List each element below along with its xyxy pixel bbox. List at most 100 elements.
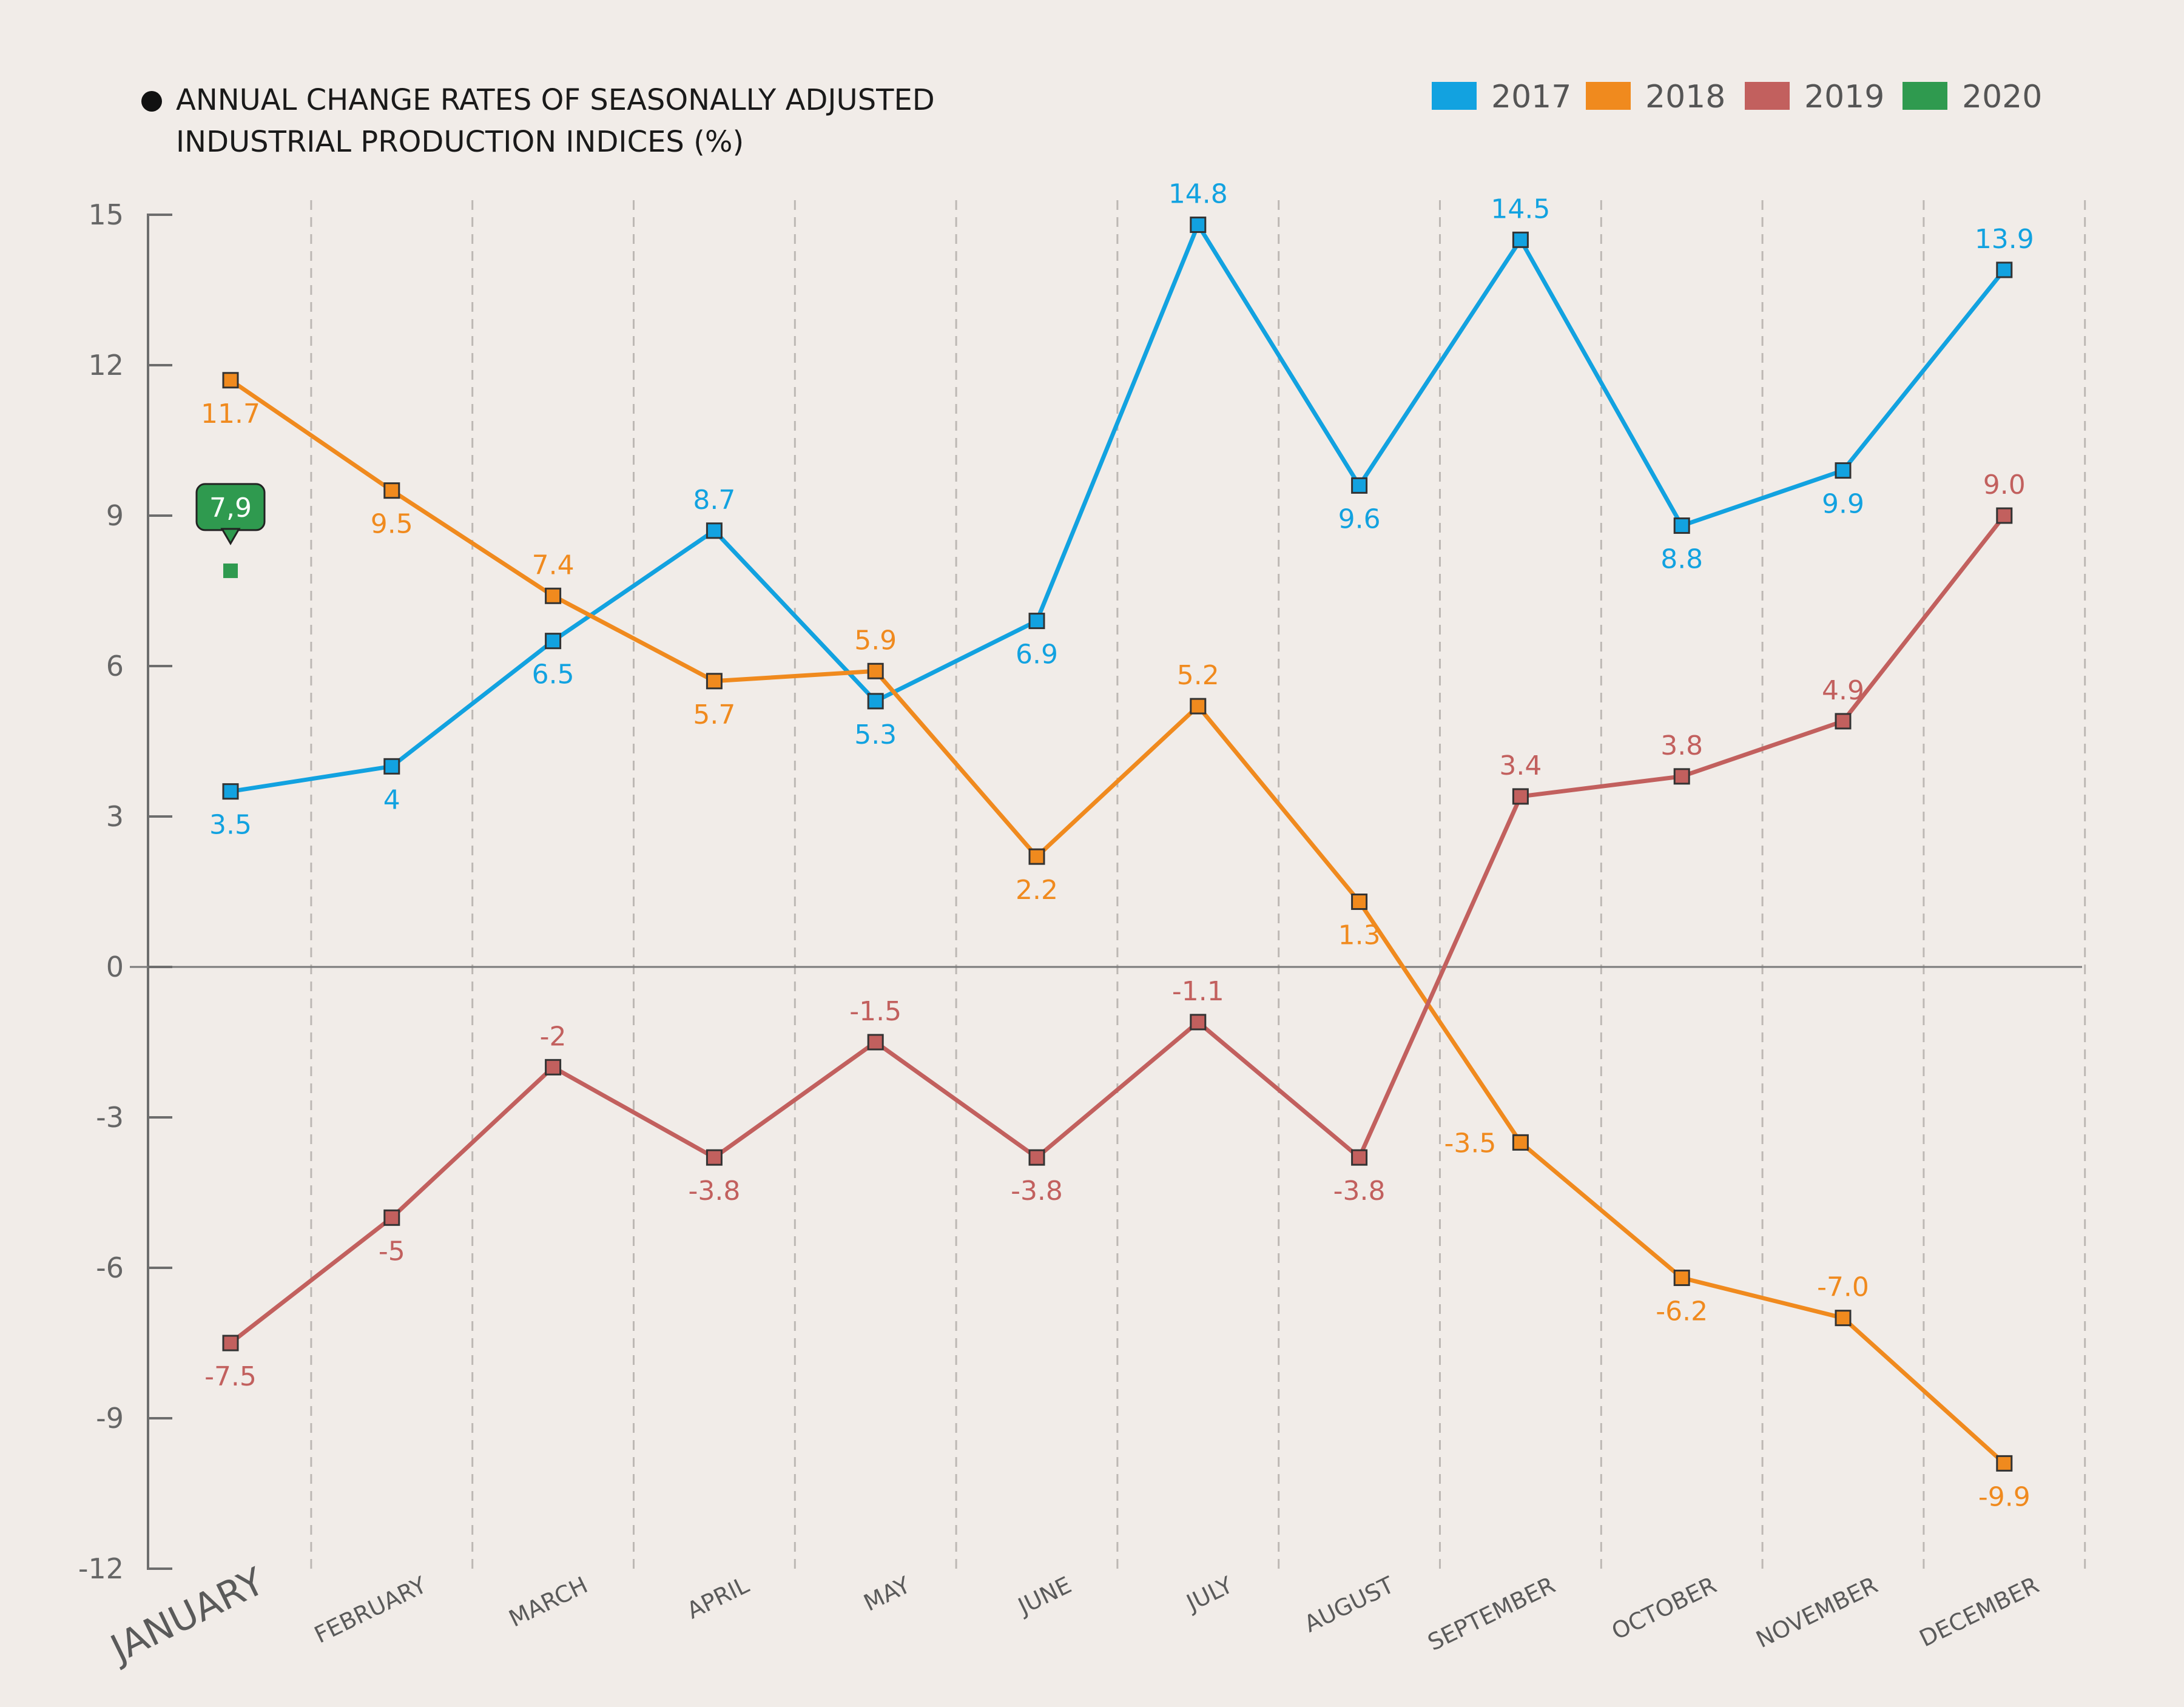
- legend-label-2020: 2020: [1962, 79, 2042, 115]
- series-2020: [223, 563, 238, 578]
- marker-2017-0: [222, 783, 239, 800]
- y-tick-label: -6: [96, 1251, 124, 1284]
- legend-swatch-2020: [1903, 82, 1947, 110]
- x-tick-label: MAY: [860, 1571, 915, 1617]
- title-line-2: INDUSTRIAL PRODUCTION INDICES (%): [176, 125, 744, 159]
- x-tick-label: APRIL: [682, 1572, 753, 1625]
- legend-label-2017: 2017: [1491, 79, 1571, 115]
- y-tick-label: 12: [88, 349, 124, 382]
- data-label-2017-1: 4: [383, 784, 400, 815]
- marker-2019-0: [222, 1335, 239, 1352]
- marker-2017-8: [1512, 231, 1529, 248]
- marker-2019-1: [383, 1209, 400, 1226]
- y-tick-label: -12: [78, 1552, 124, 1585]
- data-label-2018-10: -7.0: [1817, 1272, 1869, 1303]
- data-label-2019-11: 9.0: [1983, 470, 2026, 500]
- marker-2017-6: [1190, 217, 1207, 234]
- data-label-2017-8: 14.5: [1491, 194, 1550, 224]
- x-tick-label: JUNE: [1013, 1572, 1076, 1621]
- legend-swatch-2017: [1432, 82, 1477, 110]
- data-label-2017-9: 8.8: [1660, 544, 1703, 575]
- marker-2019-11: [1996, 507, 2013, 524]
- data-label-2017-4: 5.3: [854, 719, 897, 750]
- marker-2018-11: [1996, 1455, 2013, 1472]
- data-label-2017-10: 9.9: [1822, 489, 1864, 520]
- data-label-2018-7: 1.3: [1338, 920, 1381, 951]
- x-tick-label: SEPTEMBER: [1424, 1572, 1560, 1656]
- x-tick-label: FEBRUARY: [310, 1571, 431, 1648]
- legend-item-2017: 2017: [1432, 79, 1571, 115]
- marker-2018-10: [1835, 1310, 1852, 1327]
- marker-2019-2: [545, 1059, 562, 1076]
- legend-label-2018: 2018: [1645, 79, 1725, 115]
- marker-2018-1: [383, 482, 400, 499]
- series-2019: [222, 507, 2013, 1352]
- data-label-2018-5: 2.2: [1016, 875, 1058, 906]
- marker-2019-9: [1673, 768, 1690, 785]
- x-tick-label: OCTOBER: [1608, 1572, 1721, 1645]
- y-tick-label: -9: [96, 1402, 124, 1435]
- marker-2018-4: [867, 662, 884, 679]
- y-tick-label: 3: [106, 800, 124, 833]
- data-label-2017-0: 3.5: [209, 810, 252, 841]
- data-label-2019-9: 3.8: [1660, 730, 1703, 761]
- data-label-2019-10: 4.9: [1822, 675, 1864, 706]
- callout-pointer-2020: [220, 528, 241, 545]
- data-label-2018-6: 5.2: [1177, 660, 1219, 691]
- y-tick-label: 9: [106, 499, 124, 532]
- title-bullet: [141, 91, 162, 112]
- marker-2017-7: [1351, 477, 1368, 494]
- marker-2018-2: [545, 587, 562, 604]
- x-tick-label: JANUARY: [102, 1559, 271, 1672]
- data-label-2017-3: 8.7: [693, 485, 735, 516]
- marker-2020-0: [223, 563, 238, 578]
- legend-item-2020: 2020: [1903, 79, 2042, 115]
- x-tick-label: JULY: [1181, 1571, 1237, 1617]
- legend-label-2019: 2019: [1804, 79, 1884, 115]
- marker-2018-3: [706, 673, 723, 690]
- legend-swatch-2019: [1745, 82, 1790, 110]
- data-labels: 3.5 4 6.5 8.7 5.3 6.9 14.8 9.6 14.5 8.8 9.9 13.9 11.…: [195, 179, 2034, 1512]
- marker-2019-4: [867, 1034, 884, 1051]
- y-tick-label: 0: [106, 951, 124, 983]
- data-label-2018-0: 11.7: [201, 399, 260, 429]
- data-label-2019-8: 3.4: [1499, 750, 1542, 781]
- marker-2017-1: [383, 758, 400, 775]
- data-label-2018-11: -9.9: [1978, 1481, 2031, 1512]
- x-tick-label: NOVEMBER: [1752, 1572, 1882, 1654]
- legend-item-2019: 2019: [1745, 79, 1884, 115]
- data-label-2017-5: 6.9: [1016, 639, 1058, 670]
- marker-2017-4: [867, 693, 884, 710]
- x-tick-label: DECEMBER: [1915, 1572, 2043, 1652]
- legend-item-2018: 2018: [1586, 79, 1725, 115]
- chart-title: ANNUAL CHANGE RATES OF SEASONALLY ADJUST…: [141, 83, 935, 159]
- data-label-2019-2: -2: [540, 1021, 567, 1052]
- data-label-2018-3: 5.7: [693, 699, 735, 730]
- data-label-2019-0: -7.5: [204, 1361, 257, 1392]
- data-label-2017-7: 9.6: [1338, 503, 1381, 534]
- data-label-2017-2: 6.5: [532, 659, 575, 690]
- data-label-2017-6: 14.8: [1168, 179, 1228, 210]
- data-label-2019-7: -3.8: [1333, 1176, 1386, 1207]
- marker-2019-3: [706, 1149, 723, 1166]
- data-label-2019-4: -1.5: [849, 996, 902, 1027]
- marker-2018-5: [1028, 848, 1045, 865]
- marker-2019-5: [1028, 1149, 1045, 1166]
- title-line-1: ANNUAL CHANGE RATES OF SEASONALLY ADJUST…: [176, 83, 935, 117]
- marker-2019-6: [1190, 1014, 1207, 1031]
- marker-2018-6: [1190, 698, 1207, 715]
- y-tick-label: -3: [96, 1101, 124, 1134]
- marker-2019-8: [1512, 788, 1529, 805]
- data-label-2020-0: 7,9: [209, 493, 252, 524]
- data-label-2017-11: 13.9: [1975, 224, 2034, 255]
- data-label-2018-2: 7.4: [532, 550, 575, 581]
- data-label-2019-6: -1.1: [1172, 976, 1224, 1007]
- data-label-2018-8: -3.5: [1444, 1128, 1497, 1159]
- marker-2017-3: [706, 522, 723, 539]
- marker-2019-7: [1351, 1149, 1368, 1166]
- series-2018: [222, 372, 2013, 1472]
- marker-2017-9: [1673, 517, 1690, 534]
- marker-2017-5: [1028, 613, 1045, 630]
